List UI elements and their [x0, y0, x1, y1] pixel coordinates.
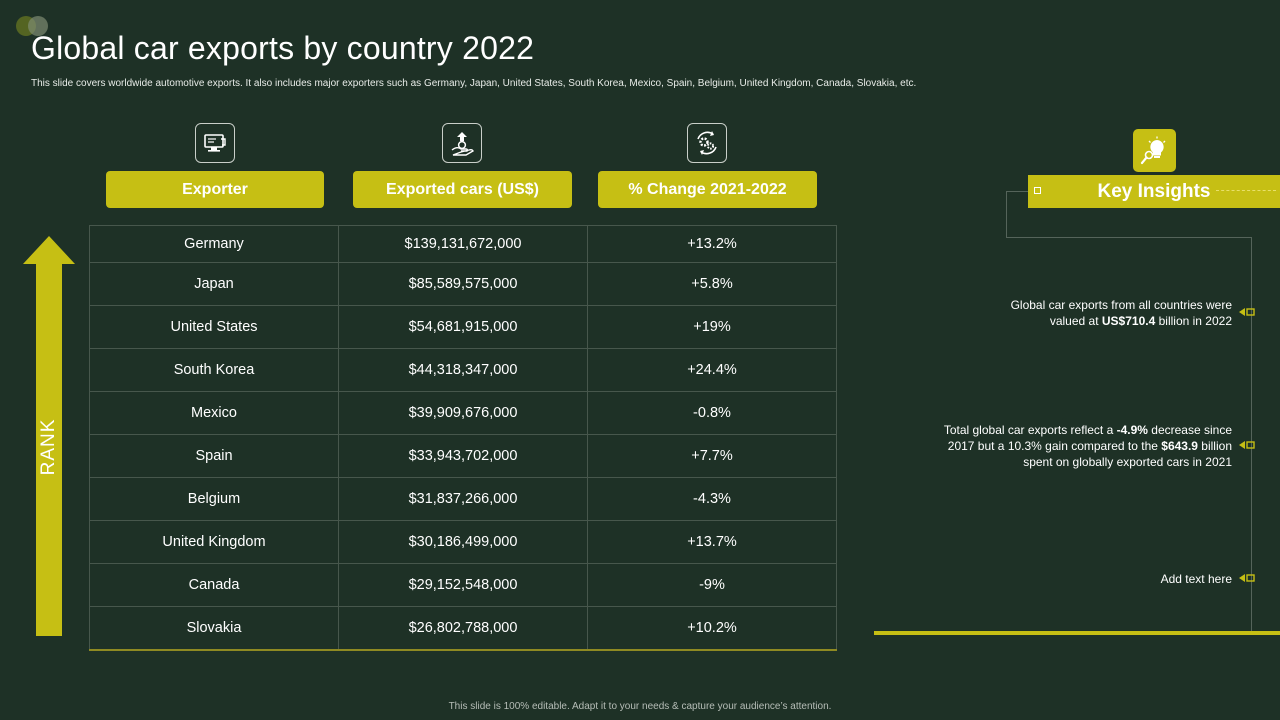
value-cell: $30,186,499,000: [338, 520, 588, 564]
insight-3: Add text here: [1160, 572, 1232, 586]
value-cell: $33,943,702,000: [338, 434, 588, 478]
insight-2-text: billion: [1197, 439, 1232, 453]
exporter-cell: Germany: [89, 225, 339, 263]
insight-2-value: -4.9%: [1116, 423, 1148, 437]
key-insights-title: Key Insights: [1097, 180, 1211, 202]
percent-change-header: % Change 2021-2022: [598, 171, 817, 208]
insight-2-text: Total global car exports reflect a: [943, 423, 1117, 437]
exporter-cell: South Korea: [89, 348, 339, 392]
insight-2: Total global car exports reflect a -4.9%…: [944, 422, 1232, 470]
logo-dots: [16, 16, 50, 38]
exporter-cell: Mexico: [89, 391, 339, 435]
connector-line: [1006, 237, 1252, 238]
table-row: United States $54,681,915,000 +19%: [89, 305, 837, 349]
change-cell: -9%: [587, 563, 837, 607]
insight-2-text: decrease since: [1147, 423, 1232, 437]
rank-label: RANK: [38, 418, 59, 476]
change-cell: -4.3%: [587, 477, 837, 521]
exporter-cell: United States: [89, 305, 339, 349]
exported-cars-header: Exported cars (US$): [353, 171, 572, 208]
heading-square-marker: [1034, 187, 1041, 194]
key-insights-heading: Key Insights: [1028, 175, 1280, 208]
table-row: Mexico $39,909,676,000 -0.8%: [89, 391, 837, 435]
exporter-cell: Canada: [89, 563, 339, 607]
change-cell: +24.4%: [587, 348, 837, 392]
value-cell: $44,318,347,000: [338, 348, 588, 392]
money-upload-icon: [442, 123, 482, 163]
value-cell: $139,131,672,000: [338, 225, 588, 263]
table-row: Germany $139,131,672,000 +13.2%: [89, 225, 837, 263]
connector-line: [1006, 191, 1028, 192]
insight-2-value: $643.9: [1161, 439, 1198, 453]
insight-2-text: 2017 but a 10.3% gain compared to the: [947, 439, 1162, 453]
insight-2-line1: Total global car exports reflect a -4.9%…: [944, 422, 1232, 438]
change-cell: +5.8%: [587, 262, 837, 306]
change-cell: +7.7%: [587, 434, 837, 478]
change-cell: -0.8%: [587, 391, 837, 435]
change-cell: +10.2%: [587, 606, 837, 651]
lightbulb-search-icon: [1133, 129, 1176, 172]
gears-cycle-icon: [687, 123, 727, 163]
table-row: Belgium $31,837,266,000 -4.3%: [89, 477, 837, 521]
exports-table: Germany $139,131,672,000 +13.2% Japan $8…: [89, 225, 837, 651]
table-row: United Kingdom $30,186,499,000 +13.7%: [89, 520, 837, 564]
value-cell: $54,681,915,000: [338, 305, 588, 349]
change-cell: +13.2%: [587, 225, 837, 263]
insight-marker-icon: [1239, 441, 1255, 449]
value-cell: $31,837,266,000: [338, 477, 588, 521]
value-cell: $85,589,575,000: [338, 262, 588, 306]
insight-1-text: billion in 2022: [1155, 314, 1232, 328]
page-title: Global car exports by country 2022: [31, 30, 535, 66]
table-row: South Korea $44,318,347,000 +24.4%: [89, 348, 837, 392]
exporter-cell: Belgium: [89, 477, 339, 521]
change-cell: +13.7%: [587, 520, 837, 564]
table-row: Spain $33,943,702,000 +7.7%: [89, 434, 837, 478]
accent-bar: [874, 631, 1280, 635]
insight-1-value: US$710.4: [1101, 314, 1156, 328]
insight-1-text: valued at: [1049, 314, 1102, 328]
exporter-cell: Slovakia: [89, 606, 339, 651]
table-row: Canada $29,152,548,000 -9%: [89, 563, 837, 607]
footer-note: This slide is 100% editable. Adapt it to…: [448, 701, 832, 712]
exporter-header: Exporter: [106, 171, 324, 208]
table-row: Japan $85,589,575,000 +5.8%: [89, 262, 837, 306]
insight-2-line2: 2017 but a 10.3% gain compared to the $6…: [944, 438, 1232, 454]
exporter-cell: United Kingdom: [89, 520, 339, 564]
monitor-icon: [195, 123, 235, 163]
heading-dash-line: [1216, 190, 1276, 191]
insight-marker-icon: [1239, 308, 1255, 316]
table-row: Slovakia $26,802,788,000 +10.2%: [89, 606, 837, 651]
connector-line: [1006, 191, 1007, 237]
exporter-cell: Spain: [89, 434, 339, 478]
insight-1: Global car exports from all countries we…: [1011, 297, 1232, 329]
insight-marker-icon: [1239, 574, 1255, 582]
exporter-cell: Japan: [89, 262, 339, 306]
insight-2-line3: spent on globally exported cars in 2021: [1023, 455, 1232, 469]
value-cell: $29,152,548,000: [338, 563, 588, 607]
value-cell: $26,802,788,000: [338, 606, 588, 651]
insight-1-line1: Global car exports from all countries we…: [1010, 298, 1232, 312]
page-subtitle: This slide covers worldwide automotive e…: [31, 78, 917, 89]
change-cell: +19%: [587, 305, 837, 349]
rank-arrow: [23, 236, 75, 636]
timeline-line: [1251, 237, 1252, 632]
insight-1-line2: valued at US$710.4 billion in 2022: [1011, 313, 1232, 329]
value-cell: $39,909,676,000: [338, 391, 588, 435]
